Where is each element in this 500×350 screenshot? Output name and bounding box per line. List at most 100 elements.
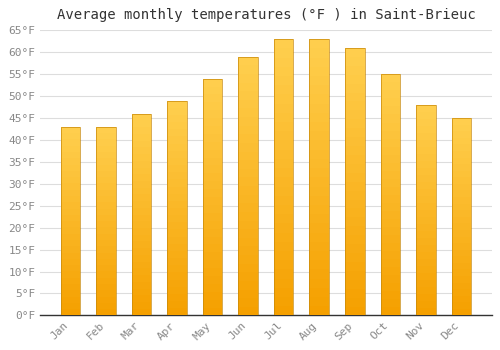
Bar — [416, 105, 436, 315]
Bar — [416, 259, 436, 266]
Bar — [452, 197, 471, 204]
Bar — [345, 182, 364, 191]
Bar — [132, 127, 152, 134]
Bar — [168, 136, 187, 144]
Bar — [168, 151, 187, 158]
Bar — [310, 39, 329, 315]
Bar — [203, 166, 222, 173]
Bar — [132, 255, 152, 262]
Bar — [168, 237, 187, 244]
Bar — [96, 139, 116, 146]
Bar — [380, 267, 400, 275]
Bar — [60, 228, 80, 234]
Bar — [416, 280, 436, 287]
Bar — [274, 214, 293, 223]
Bar — [96, 196, 116, 202]
Bar — [203, 205, 222, 213]
Bar — [274, 159, 293, 168]
Bar — [203, 142, 222, 150]
Bar — [274, 187, 293, 196]
Bar — [274, 85, 293, 94]
Bar — [310, 94, 329, 104]
Bar — [203, 94, 222, 102]
Bar — [310, 140, 329, 150]
Bar — [238, 186, 258, 195]
Bar — [203, 308, 222, 315]
Bar — [345, 253, 364, 262]
Bar — [238, 126, 258, 134]
Bar — [452, 145, 471, 151]
Bar — [203, 284, 222, 292]
Bar — [60, 127, 80, 315]
Bar — [60, 196, 80, 202]
Bar — [168, 144, 187, 151]
Bar — [96, 259, 116, 265]
Bar — [416, 203, 436, 210]
Bar — [203, 86, 222, 95]
Bar — [310, 168, 329, 177]
Bar — [416, 273, 436, 280]
Bar — [452, 158, 471, 164]
Bar — [380, 98, 400, 106]
Bar — [96, 278, 116, 284]
Bar — [345, 217, 364, 226]
Bar — [238, 134, 258, 143]
Bar — [238, 272, 258, 281]
Bar — [203, 79, 222, 315]
Bar — [310, 113, 329, 122]
Bar — [310, 270, 329, 279]
Bar — [416, 189, 436, 196]
Bar — [238, 143, 258, 152]
Bar — [96, 246, 116, 253]
Bar — [452, 125, 471, 131]
Bar — [132, 208, 152, 215]
Bar — [380, 235, 400, 243]
Bar — [310, 131, 329, 140]
Bar — [238, 264, 258, 272]
Bar — [380, 243, 400, 251]
Bar — [132, 302, 152, 309]
Bar — [132, 228, 152, 235]
Bar — [416, 133, 436, 140]
Bar — [132, 215, 152, 221]
Bar — [132, 114, 152, 315]
Bar — [60, 152, 80, 158]
Bar — [345, 48, 364, 57]
Bar — [310, 67, 329, 76]
Bar — [203, 110, 222, 118]
Bar — [310, 48, 329, 58]
Bar — [380, 122, 400, 131]
Bar — [203, 181, 222, 189]
Bar — [310, 279, 329, 288]
Bar — [168, 280, 187, 287]
Bar — [345, 48, 364, 315]
Bar — [96, 215, 116, 221]
Bar — [345, 110, 364, 119]
Bar — [96, 127, 116, 315]
Bar — [60, 309, 80, 315]
Bar — [168, 100, 187, 108]
Bar — [203, 244, 222, 252]
Bar — [203, 134, 222, 142]
Bar — [96, 164, 116, 171]
Bar — [380, 74, 400, 315]
Bar — [416, 119, 436, 126]
Bar — [96, 202, 116, 209]
Bar — [96, 171, 116, 177]
Bar — [345, 289, 364, 298]
Bar — [380, 299, 400, 307]
Bar — [452, 256, 471, 263]
Bar — [345, 155, 364, 164]
Bar — [416, 196, 436, 203]
Bar — [416, 231, 436, 238]
Bar — [132, 114, 152, 120]
Bar — [310, 223, 329, 232]
Bar — [96, 284, 116, 290]
Bar — [274, 39, 293, 315]
Bar — [60, 240, 80, 246]
Bar — [310, 159, 329, 168]
Bar — [345, 92, 364, 102]
Bar — [416, 210, 436, 217]
Bar — [168, 287, 187, 294]
Bar — [60, 215, 80, 221]
